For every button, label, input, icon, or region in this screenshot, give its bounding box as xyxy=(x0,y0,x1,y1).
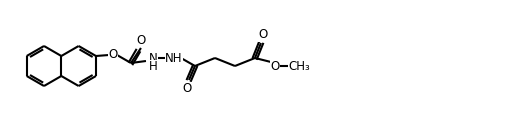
Text: O: O xyxy=(258,28,268,41)
Text: O: O xyxy=(270,59,280,72)
Text: O: O xyxy=(109,49,118,61)
Text: NH: NH xyxy=(165,51,183,65)
Text: O: O xyxy=(182,82,192,95)
Text: H: H xyxy=(149,59,158,72)
Text: N: N xyxy=(149,51,158,65)
Text: O: O xyxy=(136,34,145,47)
Text: CH₃: CH₃ xyxy=(288,59,310,72)
